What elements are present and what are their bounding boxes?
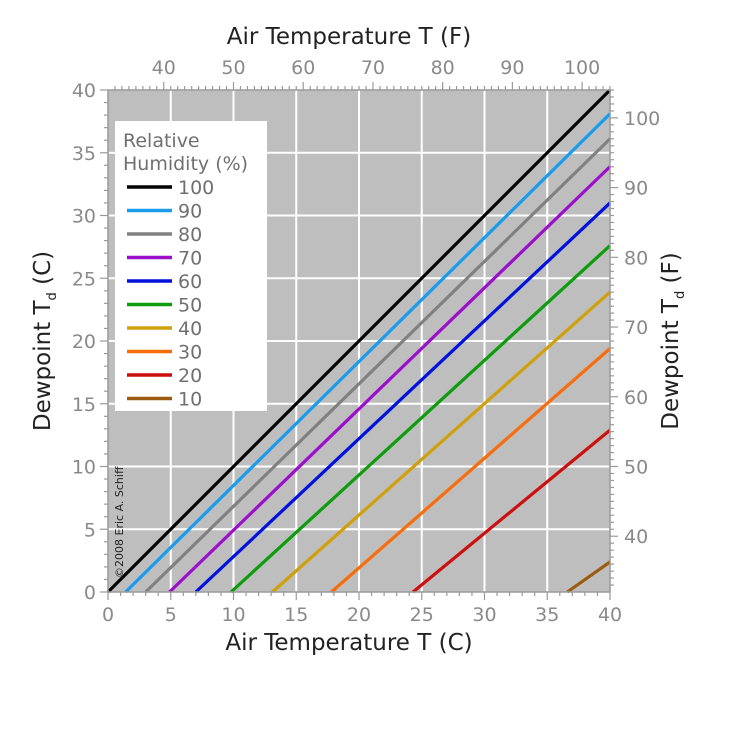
right-tick-label: 80 bbox=[624, 247, 648, 269]
y-tick-label: 0 bbox=[84, 582, 96, 604]
right-tick-label: 70 bbox=[624, 317, 648, 339]
legend-label-rh-100: 100 bbox=[178, 177, 214, 199]
right-tick-label: 100 bbox=[624, 108, 660, 130]
legend-label-rh-40: 40 bbox=[178, 318, 202, 340]
right-axis-title-unit: (F) bbox=[658, 252, 684, 291]
left-axis-title-unit: (C) bbox=[30, 251, 56, 292]
bottom-axis-title: Air Temperature T (C) bbox=[225, 630, 472, 656]
x-tick-label: 5 bbox=[165, 604, 177, 626]
series-line-rh-30 bbox=[330, 347, 612, 594]
right-tick-label: 90 bbox=[624, 178, 648, 200]
y-tick-label: 20 bbox=[72, 331, 96, 353]
y-tick-label: 5 bbox=[84, 519, 96, 541]
series-line-rh-40 bbox=[271, 290, 612, 594]
y-tick-label: 30 bbox=[72, 206, 96, 228]
series-line-rh-60 bbox=[194, 201, 612, 594]
top-tick-label: 100 bbox=[564, 57, 600, 79]
series-line-rh-50 bbox=[229, 244, 612, 594]
x-tick-label: 15 bbox=[284, 604, 308, 626]
left-axis-title-sub: d bbox=[45, 292, 60, 300]
series-line-rh-10 bbox=[566, 560, 611, 594]
legend-title-line: Relative bbox=[123, 130, 200, 152]
series-line-rh-80 bbox=[144, 137, 612, 594]
y-tick-label: 15 bbox=[72, 394, 96, 416]
top-axis-title: Air Temperature T (F) bbox=[227, 24, 471, 50]
top-tick-label: 90 bbox=[500, 57, 524, 79]
top-tick-label: 80 bbox=[431, 57, 455, 79]
x-tick-label: 25 bbox=[410, 604, 434, 626]
legend-label-rh-20: 20 bbox=[178, 365, 202, 387]
axes bbox=[100, 82, 618, 600]
series-lines bbox=[106, 88, 612, 594]
legend-label-rh-10: 10 bbox=[178, 389, 202, 411]
legend-label-rh-70: 70 bbox=[178, 248, 202, 270]
legend-box bbox=[115, 121, 267, 411]
x-tick-label: 10 bbox=[221, 604, 245, 626]
copyright-text: ©2008 Eric A. Schiff bbox=[113, 466, 126, 578]
right-axis-title: Dewpoint Td (F) bbox=[658, 252, 688, 429]
right-tick-label: 60 bbox=[624, 387, 648, 409]
legend-label-rh-80: 80 bbox=[178, 224, 202, 246]
right-axis-title-sub: d bbox=[673, 291, 688, 299]
x-tick-label: 30 bbox=[472, 604, 496, 626]
copyright-annotation: ©2008 Eric A. Schiff bbox=[113, 466, 126, 578]
x-tick-label: 35 bbox=[535, 604, 559, 626]
right-axis-title-main: Dewpoint T bbox=[658, 298, 684, 430]
right-axis-title-text: Dewpoint Td (F) bbox=[658, 252, 688, 429]
top-tick-label: 70 bbox=[361, 57, 385, 79]
top-tick-label: 60 bbox=[291, 57, 315, 79]
left-axis-title: Dewpoint Td (C) bbox=[30, 251, 60, 431]
legend-label-rh-90: 90 bbox=[178, 201, 202, 223]
x-tick-label: 20 bbox=[347, 604, 371, 626]
y-tick-label: 10 bbox=[72, 457, 96, 479]
series-line-rh-100 bbox=[106, 88, 612, 594]
x-tick-label: 40 bbox=[598, 604, 622, 626]
legend-label-rh-60: 60 bbox=[178, 271, 202, 293]
legend-label-rh-30: 30 bbox=[178, 342, 202, 364]
y-tick-label: 35 bbox=[72, 143, 96, 165]
series-line-rh-70 bbox=[168, 165, 612, 594]
y-tick-label: 25 bbox=[72, 268, 96, 290]
left-axis-title-text: Dewpoint Td (C) bbox=[30, 251, 60, 431]
series-line-rh-90 bbox=[124, 112, 612, 594]
right-tick-label: 40 bbox=[624, 526, 648, 548]
left-axis-title-main: Dewpoint T bbox=[30, 300, 56, 432]
series-line-rh-20 bbox=[411, 428, 612, 594]
legend-title-line: Humidity (%) bbox=[123, 153, 248, 175]
top-tick-label: 50 bbox=[221, 57, 245, 79]
right-tick-label: 50 bbox=[624, 457, 648, 479]
top-tick-label: 40 bbox=[152, 57, 176, 79]
y-tick-label: 40 bbox=[72, 80, 96, 102]
x-tick-label: 0 bbox=[102, 604, 114, 626]
legend-label-rh-50: 50 bbox=[178, 295, 202, 317]
